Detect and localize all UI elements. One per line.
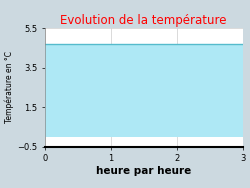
Y-axis label: Température en °C: Température en °C — [5, 52, 15, 123]
X-axis label: heure par heure: heure par heure — [96, 166, 192, 176]
Title: Evolution de la température: Evolution de la température — [60, 14, 227, 27]
